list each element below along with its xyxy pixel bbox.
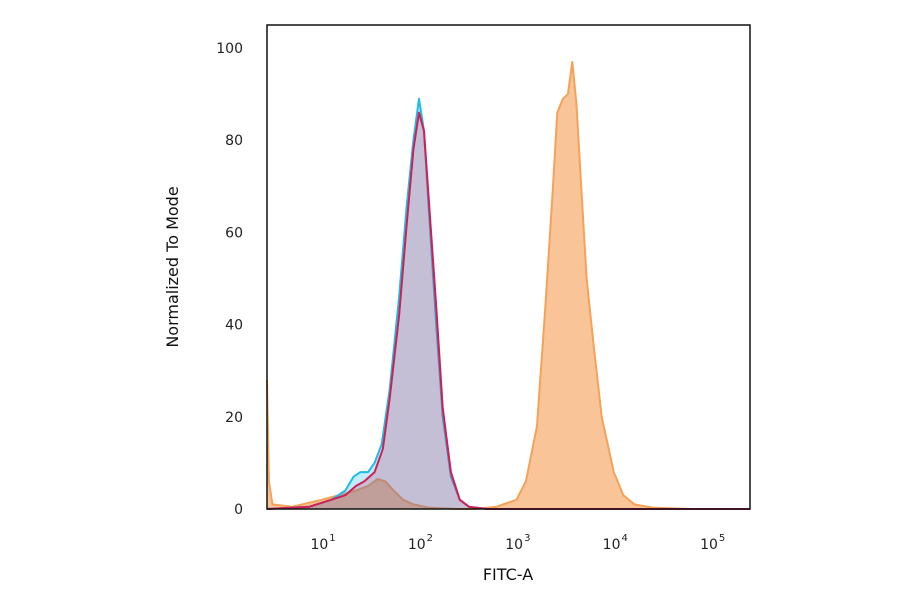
- x-tick-label: 101: [310, 533, 335, 553]
- series-2-line: [266, 97, 750, 510]
- y-tick-label: 60: [225, 225, 243, 241]
- y-tick-label: 80: [225, 133, 243, 149]
- x-tick-label: 105: [700, 533, 725, 553]
- x-tick-label: 103: [505, 533, 530, 553]
- y-tick-label: 100: [216, 41, 243, 57]
- x-tick-label: 102: [408, 533, 433, 553]
- y-tick-label: 40: [225, 318, 243, 334]
- y-tick-label: 20: [225, 410, 243, 426]
- series-1-line: [266, 60, 750, 510]
- y-tick-labels: 0 20 40 60 80 100: [216, 41, 243, 518]
- plot-frame: [266, 24, 751, 510]
- x-tick-labels: 101 102 103 104 105: [310, 533, 725, 553]
- series-layer: [266, 60, 750, 510]
- x-axis-title: FITC-A: [483, 565, 533, 584]
- y-tick-label: 0: [234, 502, 243, 518]
- x-tick-label: 104: [603, 533, 628, 553]
- y-axis-title: Normalized To Mode: [163, 186, 182, 347]
- series-3-area: [267, 112, 750, 509]
- series-2-area: [267, 98, 750, 510]
- series-3-line: [266, 111, 750, 510]
- series-1-area: [267, 61, 750, 510]
